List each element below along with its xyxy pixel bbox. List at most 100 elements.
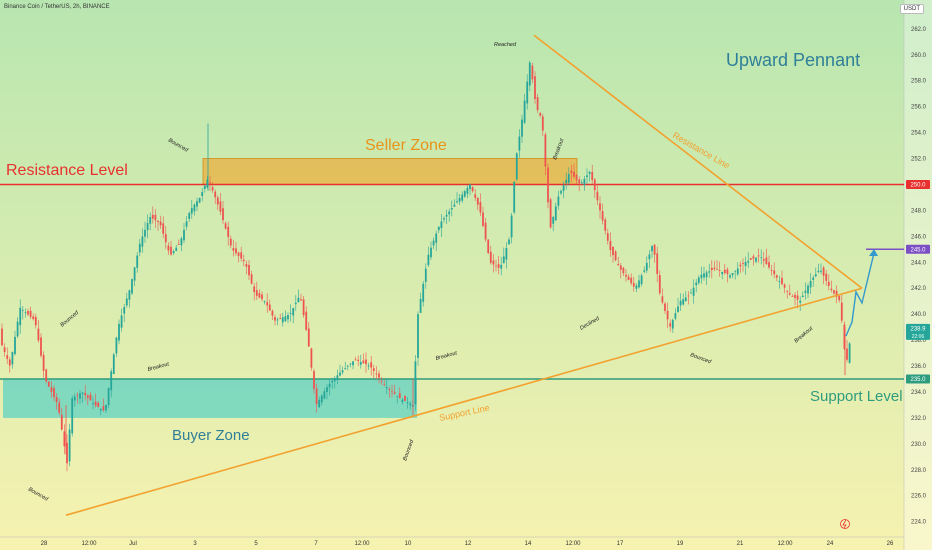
x-tick-label: 21 [737, 541, 744, 547]
candle-body [14, 336, 16, 355]
candle-body [222, 208, 224, 221]
price-axis-panel [904, 0, 932, 550]
candle-body [435, 233, 438, 243]
candle-body [453, 204, 456, 207]
candle-body [146, 223, 149, 231]
candle-body [216, 197, 219, 205]
candle-body [120, 315, 123, 328]
candles [1, 60, 851, 472]
candle-body [807, 285, 809, 294]
candle-body [482, 212, 484, 226]
candle-body [671, 319, 674, 329]
candle-body [456, 201, 458, 203]
candle-body [372, 368, 375, 371]
candle-body [240, 252, 243, 259]
x-tick-label: 5 [254, 541, 258, 547]
candle-body [687, 295, 690, 297]
candle-body [333, 378, 336, 382]
x-tick-label: 7 [314, 541, 318, 547]
candle-body [479, 202, 482, 213]
y-tick-label: 238.0 [911, 338, 927, 344]
candle-body [578, 179, 581, 184]
candle-body [674, 313, 677, 319]
candle-body [328, 383, 331, 388]
candle-body [648, 254, 651, 260]
candle-body [294, 302, 297, 305]
candle-body [346, 365, 349, 367]
x-tick-label: 12 [465, 541, 472, 547]
current-price-text: 238.9 [910, 327, 926, 333]
candle-body [820, 270, 822, 272]
candle-body [138, 243, 141, 253]
candle-body [378, 373, 380, 378]
candle-body [29, 310, 32, 317]
candle-body [640, 275, 643, 285]
candle-body [47, 381, 50, 387]
candle-body [128, 290, 131, 300]
y-tick-label: 262.0 [911, 27, 927, 33]
candle-body [541, 116, 544, 131]
y-tick-label: 242.0 [911, 286, 927, 292]
candle-body [601, 211, 604, 221]
candle-body [86, 395, 89, 398]
candle-body [835, 290, 838, 297]
currency-button[interactable]: USDT [899, 4, 924, 14]
x-tick-label: 12:00 [81, 541, 97, 547]
candle-body [515, 153, 518, 180]
x-tick-label: 24 [827, 541, 834, 547]
candle-body [848, 343, 851, 363]
candle-body [567, 174, 570, 183]
target-price-tag [906, 244, 930, 254]
candle-body [695, 282, 698, 286]
candle-body [697, 277, 700, 283]
candle-body [448, 211, 451, 215]
candle-body [242, 259, 245, 262]
candle-body [788, 293, 791, 295]
candle-body [115, 337, 118, 354]
candle-body [149, 217, 152, 224]
candle-body [110, 371, 113, 391]
candle-body [762, 259, 765, 261]
candle-body [6, 355, 9, 359]
candle-body [55, 396, 58, 403]
candle-body [66, 442, 68, 464]
candle-body [229, 238, 232, 246]
candle-body [799, 300, 802, 303]
support-price-tag-text: 235.0 [910, 377, 926, 383]
candle-body [94, 401, 97, 406]
candle-body [185, 221, 188, 227]
candle-body [474, 194, 477, 198]
y-tick-label: 248.0 [911, 208, 927, 214]
candle-body [81, 392, 84, 394]
candle-body [729, 275, 731, 278]
candle-body [99, 408, 102, 411]
candle-body [497, 264, 500, 268]
candle-body [744, 262, 747, 266]
candle-body [773, 270, 776, 275]
candle-body [380, 380, 383, 382]
candle-body [794, 294, 796, 298]
candle-body [552, 216, 555, 224]
candle-body [367, 365, 370, 367]
candle-body [505, 248, 508, 260]
candle-body [432, 240, 435, 246]
candle-body [822, 267, 825, 276]
candle-body [144, 229, 146, 237]
candle-body [765, 257, 768, 265]
candle-body [528, 62, 531, 86]
candle-body [383, 384, 386, 386]
x-tick-label: 28 [41, 541, 48, 547]
candle-body [123, 307, 126, 314]
y-tick-label: 232.0 [911, 416, 927, 422]
candle-body [588, 171, 591, 174]
candle-body [3, 347, 6, 353]
candle-body [703, 273, 705, 278]
candle-body [224, 223, 227, 229]
candle-body [814, 274, 817, 277]
candle-body [526, 81, 529, 104]
candle-body [359, 362, 362, 365]
candle-body [177, 244, 180, 245]
candle-body [107, 388, 110, 406]
